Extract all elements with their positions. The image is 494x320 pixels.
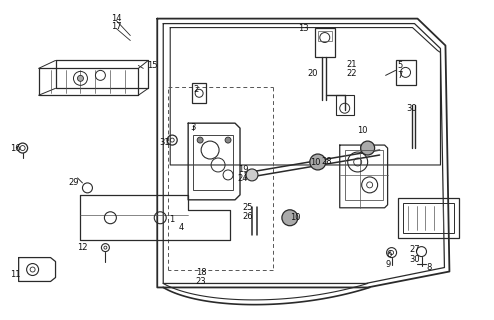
Circle shape (78, 76, 83, 81)
Text: 24: 24 (238, 174, 248, 183)
Text: 10: 10 (311, 158, 321, 167)
Text: 10: 10 (358, 126, 368, 135)
Text: 11: 11 (10, 270, 21, 279)
Text: 3: 3 (191, 123, 196, 132)
Text: 14: 14 (111, 14, 122, 23)
Bar (398, 198, 459, 238)
Text: 30: 30 (406, 104, 417, 113)
Text: 12: 12 (77, 243, 88, 252)
Circle shape (246, 169, 258, 181)
Text: 1: 1 (169, 215, 175, 224)
Text: 8: 8 (427, 263, 432, 272)
Text: 25: 25 (243, 203, 253, 212)
Text: 20: 20 (308, 69, 318, 78)
Bar (315, 28, 335, 58)
Text: 10: 10 (289, 213, 300, 222)
Text: 6: 6 (386, 250, 391, 259)
Circle shape (282, 210, 298, 226)
Circle shape (310, 154, 326, 170)
Text: 27: 27 (409, 245, 420, 254)
Text: 18: 18 (196, 268, 206, 277)
Text: 2: 2 (194, 85, 199, 94)
Text: 13: 13 (298, 24, 309, 33)
Text: 5: 5 (397, 61, 402, 70)
Text: 19: 19 (238, 165, 248, 174)
Bar (193, 135, 233, 190)
Text: 4: 4 (178, 223, 184, 232)
Bar (396, 60, 415, 85)
Text: 29: 29 (68, 179, 79, 188)
Text: 15: 15 (147, 61, 158, 70)
Circle shape (225, 137, 231, 143)
Text: 28: 28 (322, 157, 332, 166)
Text: 22: 22 (346, 69, 357, 78)
Text: 9: 9 (386, 260, 391, 269)
Bar (403, 203, 454, 233)
Text: 26: 26 (243, 212, 253, 221)
Text: 23: 23 (196, 277, 206, 286)
Bar (318, 31, 332, 41)
Bar (336, 95, 354, 115)
Text: 17: 17 (111, 22, 122, 31)
Text: 31: 31 (159, 138, 169, 147)
Circle shape (361, 141, 374, 155)
Circle shape (197, 137, 203, 143)
Text: 30: 30 (409, 255, 420, 264)
Bar (192, 83, 206, 103)
Text: 16: 16 (10, 144, 21, 153)
Bar (345, 150, 383, 200)
Text: 21: 21 (346, 60, 357, 69)
Text: 7: 7 (397, 71, 402, 80)
